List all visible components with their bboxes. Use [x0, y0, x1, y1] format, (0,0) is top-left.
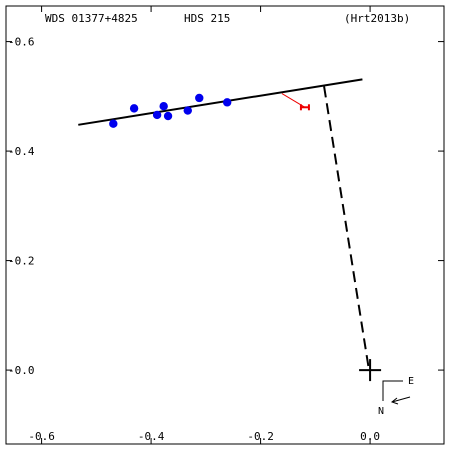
- data-point: [195, 93, 204, 103]
- primary-star-marker: [359, 359, 382, 382]
- x-tick-label: 0.0: [360, 430, 380, 443]
- x-tick-label: -0.2: [247, 430, 274, 443]
- residual: [281, 93, 310, 111]
- compass: E N: [378, 376, 414, 417]
- compass-east-label: E: [408, 376, 414, 387]
- data-point: [163, 111, 173, 121]
- x-axis-ticks: -0.6 -0.4 -0.2 0.0: [28, 6, 380, 444]
- motion-arrow-icon: [390, 396, 411, 405]
- plot-frame: [5, 5, 445, 445]
- data-point: [129, 104, 139, 113]
- y-tick-label: -0.0: [8, 364, 35, 377]
- data-point: [222, 98, 232, 107]
- node-line: [323, 86, 370, 371]
- wds-label: WDS 01377+4825: [45, 12, 138, 25]
- x-tick-label: -0.4: [138, 430, 165, 443]
- residual-marker: [299, 104, 310, 111]
- data-point: [159, 101, 168, 111]
- x-tick-label: -0.6: [28, 430, 55, 443]
- orbit-line: [78, 78, 363, 126]
- y-tick-label: -0.6: [8, 36, 35, 49]
- y-tick-label: -0.4: [8, 145, 35, 158]
- data-points: [109, 93, 232, 128]
- y-tick-label: -0.2: [8, 255, 35, 268]
- data-point: [152, 110, 162, 120]
- data-point: [183, 106, 192, 115]
- y-axis-ticks: -0.6 -0.4 -0.2 -0.0: [6, 36, 444, 377]
- reference-label: (Hrt2013b): [344, 12, 410, 25]
- compass-axes: [382, 380, 403, 401]
- data-point: [109, 119, 118, 128]
- compass-north-label: N: [378, 406, 384, 417]
- hds-label: HDS 215: [184, 12, 230, 25]
